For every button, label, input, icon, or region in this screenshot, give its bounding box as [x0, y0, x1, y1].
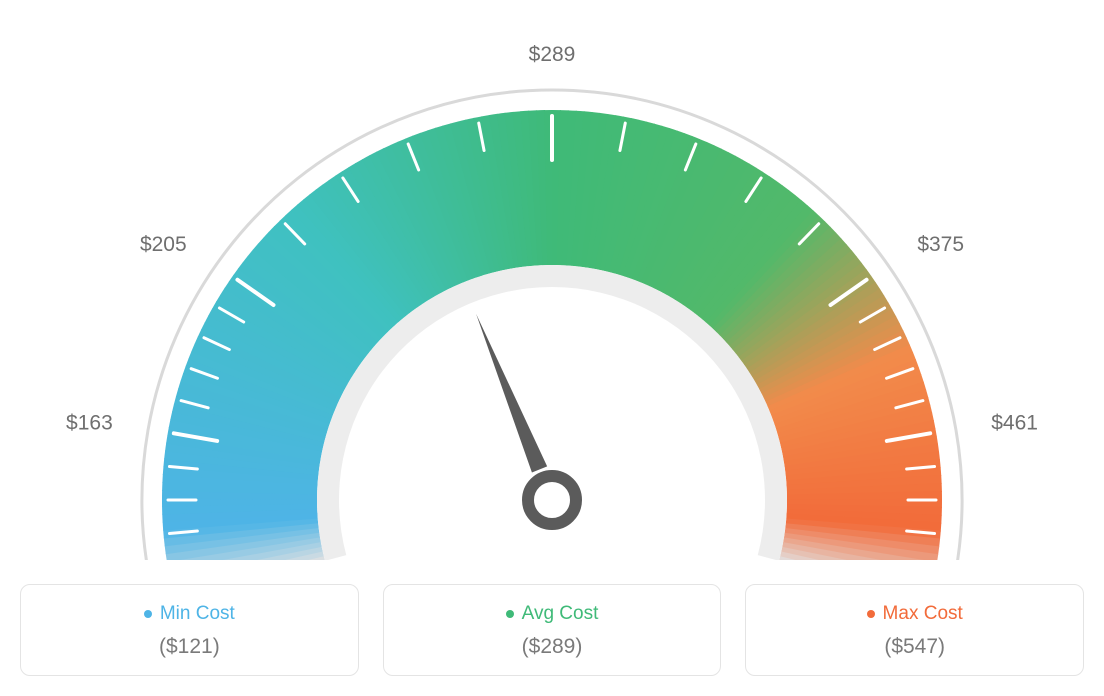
legend-value-min: ($121)	[33, 635, 346, 659]
tick-label: $289	[529, 43, 576, 66]
legend-dot-min	[144, 610, 152, 618]
tick-label: $163	[66, 412, 113, 435]
legend-card-min: Min Cost ($121)	[20, 584, 359, 676]
legend-row: Min Cost ($121) Avg Cost ($289) Max Cost…	[20, 584, 1084, 676]
cost-gauge-chart: $121$163$205$289$375$461$547 Min Cost ($…	[20, 20, 1084, 676]
legend-value-avg: ($289)	[396, 635, 709, 659]
gauge-svg: $121$163$205$289$375$461$547	[20, 20, 1084, 560]
legend-card-avg: Avg Cost ($289)	[383, 584, 722, 676]
legend-card-max: Max Cost ($547)	[745, 584, 1084, 676]
tick-label: $205	[140, 233, 187, 256]
tick-label: $375	[917, 233, 964, 256]
legend-title-min: Min Cost	[144, 603, 235, 625]
tick-label: $461	[991, 412, 1038, 435]
legend-title-max: Max Cost	[867, 603, 963, 625]
gauge-needle	[476, 314, 547, 473]
legend-label-max: Max Cost	[883, 603, 963, 625]
legend-label-min: Min Cost	[160, 603, 235, 625]
legend-dot-max	[867, 610, 875, 618]
gauge-needle-hub	[528, 476, 576, 524]
legend-title-avg: Avg Cost	[506, 603, 599, 625]
legend-value-max: ($547)	[758, 635, 1071, 659]
legend-label-avg: Avg Cost	[522, 603, 599, 625]
legend-dot-avg	[506, 610, 514, 618]
